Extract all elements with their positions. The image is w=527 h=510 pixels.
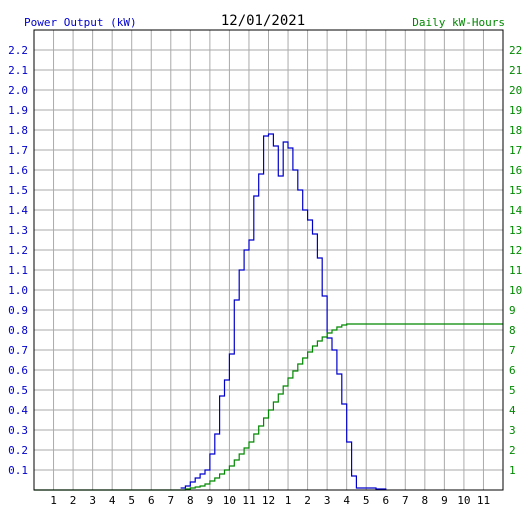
power-output-series-line <box>180 133 387 490</box>
x-tick-label: 6 <box>382 494 389 507</box>
left-tick-label: 1.7 <box>8 144 28 157</box>
right-tick-label: 11 <box>509 264 522 277</box>
x-tick-label: 9 <box>207 494 214 507</box>
x-tick-label: 1 <box>50 494 57 507</box>
left-tick-label: 1.4 <box>8 204 28 217</box>
x-tick-label: 1 <box>285 494 292 507</box>
right-tick-label: 2 <box>509 444 516 457</box>
left-tick-label: 0.6 <box>8 364 28 377</box>
x-tick-label: 5 <box>128 494 135 507</box>
plot-frame <box>33 29 504 491</box>
left-tick-label: 1.8 <box>8 124 28 137</box>
chart-title: 12/01/2021 <box>221 13 305 29</box>
left-tick-label: 0.3 <box>8 424 28 437</box>
x-tick-label: 7 <box>167 494 174 507</box>
left-tick-label: 1.9 <box>8 104 28 117</box>
right-tick-label: 21 <box>509 64 522 77</box>
right-tick-label: 20 <box>509 84 522 97</box>
right-axis-title: Daily kW-Hours <box>412 16 505 29</box>
x-tick-label: 11 <box>477 494 490 507</box>
x-tick-label: 6 <box>148 494 155 507</box>
left-tick-label: 1.2 <box>8 244 28 257</box>
x-tick-label: 12 <box>262 494 275 507</box>
x-tick-label: 8 <box>422 494 429 507</box>
left-tick-label: 0.4 <box>8 404 28 417</box>
right-tick-label: 3 <box>509 424 516 437</box>
right-tick-label: 16 <box>509 164 522 177</box>
left-tick-label: 0.9 <box>8 304 28 317</box>
left-tick-label: 1.5 <box>8 184 28 197</box>
left-tick-label: 1.0 <box>8 284 28 297</box>
left-tick-label: 0.1 <box>8 464 28 477</box>
right-tick-label: 17 <box>509 144 522 157</box>
x-tick-label: 5 <box>363 494 370 507</box>
right-tick-label: 5 <box>509 384 516 397</box>
x-tick-label: 7 <box>402 494 409 507</box>
right-tick-label: 13 <box>509 224 522 237</box>
left-tick-label: 0.7 <box>8 344 28 357</box>
x-tick-label: 2 <box>304 494 311 507</box>
right-tick-label: 12 <box>509 244 522 257</box>
left-tick-label: 2.0 <box>8 84 28 97</box>
x-tick-label: 3 <box>89 494 96 507</box>
x-tick-label: 11 <box>242 494 255 507</box>
left-tick-label: 0.2 <box>8 444 28 457</box>
right-tick-label: 6 <box>509 364 516 377</box>
right-tick-label: 4 <box>509 404 516 417</box>
x-tick-label: 4 <box>343 494 350 507</box>
right-tick-label: 19 <box>509 104 522 117</box>
right-tick-label: 8 <box>509 324 516 337</box>
left-tick-label: 1.1 <box>8 264 28 277</box>
left-axis-ticks: 0.1 0.2 0.3 0.4 0.5 0.6 0.7 0.8 0.9 1.0 1.1 1.2 1.3 1… <box>8 44 28 477</box>
x-tick-label: 4 <box>109 494 116 507</box>
right-tick-label: 1 <box>509 464 516 477</box>
x-axis-ticks: 1 2 3 4 5 6 7 8 9 10 11 12 1 2 3 4 5 6 7 8 9 10 11 <box>50 494 490 507</box>
left-axis-title: Power Output (kW) <box>24 16 137 29</box>
left-tick-label: 1.3 <box>8 224 28 237</box>
x-tick-label: 8 <box>187 494 194 507</box>
left-tick-label: 1.6 <box>8 164 28 177</box>
x-tick-label: 10 <box>457 494 470 507</box>
left-tick-label: 2.2 <box>8 44 28 57</box>
right-tick-label: 22 <box>509 44 522 57</box>
x-tick-label: 9 <box>441 494 448 507</box>
right-tick-label: 14 <box>509 204 523 217</box>
right-tick-label: 18 <box>509 124 522 137</box>
daily-kwh-series-line <box>34 323 503 491</box>
series-layer <box>34 133 503 491</box>
x-tick-label: 10 <box>223 494 236 507</box>
right-tick-label: 10 <box>509 284 522 297</box>
left-tick-label: 0.5 <box>8 384 28 397</box>
left-tick-label: 0.8 <box>8 324 28 337</box>
right-tick-label: 9 <box>509 304 516 317</box>
x-tick-label: 2 <box>70 494 77 507</box>
right-tick-label: 15 <box>509 184 522 197</box>
left-tick-label: 2.1 <box>8 64 28 77</box>
x-tick-label: 3 <box>324 494 331 507</box>
right-tick-label: 7 <box>509 344 516 357</box>
